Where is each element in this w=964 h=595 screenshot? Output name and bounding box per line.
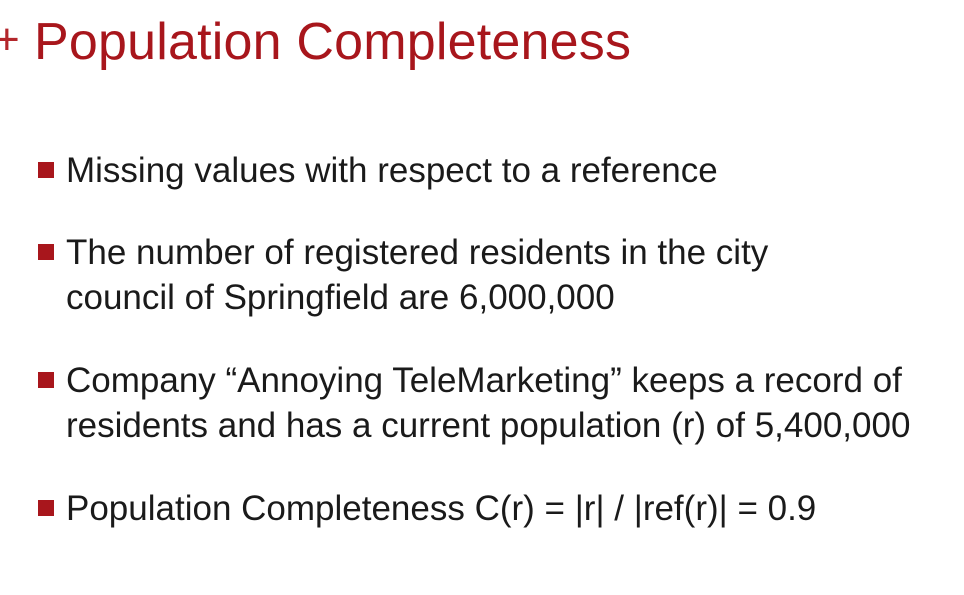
bullet-list: Missing values with respect to a referen… [38,148,948,564]
title-plus-marker: + [0,15,20,64]
bullet-text: Company “Annoying TeleMarketing” keeps a… [66,361,911,445]
bullet-item: Company “Annoying TeleMarketing” keeps a… [38,358,948,448]
square-bullet-icon [38,372,54,388]
bullet-item: Missing values with respect to a referen… [38,148,948,193]
bullet-text: Population Completeness C(r) = |r| / |re… [66,489,817,528]
bullet-text: The number of registered residents in th… [66,233,769,317]
square-bullet-icon [38,244,54,260]
square-bullet-icon [38,162,54,178]
bullet-item: The number of registered residents in th… [38,230,948,320]
square-bullet-icon [38,500,54,516]
slide-title: Population Completeness [34,13,632,71]
bullet-text: Missing values with respect to a referen… [66,151,718,190]
bullet-item: Population Completeness C(r) = |r| / |re… [38,486,948,531]
